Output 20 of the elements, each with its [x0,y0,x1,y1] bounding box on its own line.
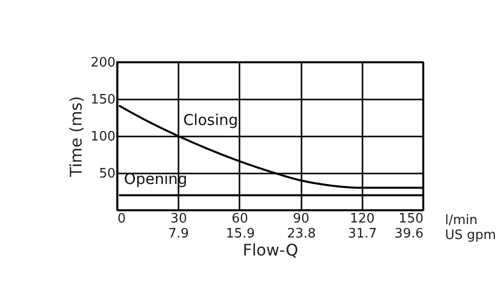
x2-tick-label: 39.6 [394,226,424,242]
x2-tick-label: 31.7 [348,226,377,242]
y-axis-title: Time (ms) [66,96,86,178]
x-tick-label: 0 [118,212,126,226]
text: US gpm [445,228,496,243]
x-tick-label: 30 [170,212,187,226]
x2-tick-label: 7.9 [168,226,189,242]
x-tick-label: 150 [398,212,424,226]
x2-tick-label: 23.8 [286,226,316,242]
x-tick-label: 90 [292,212,310,226]
y-tick-label: 150 [90,92,116,108]
y-tick-label: 50 [98,166,116,182]
x-axis-title: Flow-Q [242,240,298,260]
text: l/min [445,213,478,228]
series-label: Closing [183,111,238,129]
y-tick-label: 200 [90,56,116,70]
x-tick-label: 120 [350,212,375,226]
x2-tick-label: 15.9 [226,226,255,242]
y-tick-label: 100 [90,130,116,144]
x-tick-label: 60 [232,212,248,226]
